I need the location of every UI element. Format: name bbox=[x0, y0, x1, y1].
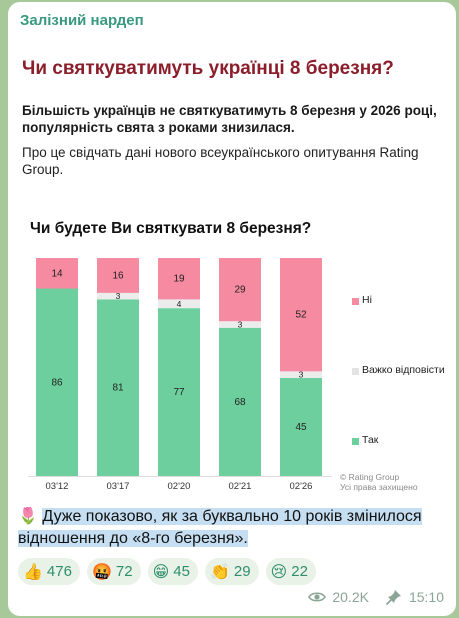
data-label-yes-3: 68 bbox=[234, 397, 246, 408]
data-label-yes-0: 86 bbox=[51, 377, 63, 388]
angry-face-icon: 🤬 bbox=[91, 563, 112, 581]
chart-title: Чи будете Ви святкувати 8 березня? bbox=[30, 220, 312, 237]
message-meta: 20.2K 15:10 bbox=[308, 586, 444, 608]
reaction-count: 29 bbox=[233, 563, 251, 580]
data-label-no-2: 19 bbox=[173, 274, 185, 285]
data-label-no-3: 29 bbox=[234, 285, 246, 296]
bar-no-2 bbox=[158, 258, 200, 300]
bar-no-3 bbox=[219, 258, 261, 322]
tulip-icon: 🌷 bbox=[18, 508, 38, 525]
legend-swatch-yes bbox=[352, 438, 359, 445]
infographic-card[interactable]: Чи святкуватимуть українці 8 березня? Бі… bbox=[10, 40, 454, 496]
grinning-face-icon: 😁 bbox=[152, 563, 170, 581]
card-lead: Більшість українців не святкуватимуть 8 … bbox=[22, 103, 437, 135]
data-label-hard-to-say-1: 3 bbox=[116, 291, 121, 301]
bar-yes-3 bbox=[219, 327, 261, 476]
bar-yes-4 bbox=[280, 377, 322, 476]
reaction-thumbs-up[interactable]: 👍 476 bbox=[18, 558, 80, 585]
reaction-clapping[interactable]: 👏 29 bbox=[204, 558, 259, 585]
card-source-text: Про це свідчать дані нового всеукраїнськ… bbox=[22, 145, 419, 177]
bar-yes-0 bbox=[36, 288, 78, 476]
card-title: Чи святкуватимуть українці 8 березня? bbox=[22, 58, 394, 79]
bar-hard-to-say-2 bbox=[158, 299, 200, 309]
copyright-notice: © Rating Group Усі права захищено bbox=[340, 472, 418, 492]
reactions-bar: 👍 476 🤬 72 😁 45 👏 29 😢 22 bbox=[18, 558, 316, 586]
data-label-yes-1: 81 bbox=[112, 383, 124, 394]
data-label-no-1: 16 bbox=[112, 270, 124, 281]
legend-swatch-no bbox=[352, 298, 359, 305]
copyright-line-1: © Rating Group bbox=[340, 472, 400, 482]
data-label-yes-4: 45 bbox=[295, 422, 307, 433]
bar-no-0 bbox=[36, 258, 78, 289]
legend-swatch-hard-to-say bbox=[352, 368, 359, 375]
message-caption: 🌷 Дуже показово, як за буквально 10 рокі… bbox=[18, 506, 448, 550]
data-label-no-4: 52 bbox=[295, 310, 307, 321]
x-tick-label-3: 02'21 bbox=[229, 481, 252, 492]
x-tick-label-4: 02'26 bbox=[290, 481, 313, 492]
data-label-no-0: 14 bbox=[51, 268, 63, 279]
x-tick-label-2: 02'20 bbox=[168, 481, 191, 492]
pin-icon[interactable] bbox=[385, 588, 403, 606]
crying-face-icon: 😢 bbox=[270, 563, 288, 581]
legend-label-yes: Так bbox=[362, 434, 379, 446]
stacked-bar-chart: 86 14 03'12 81 3 16 03'17 77 4 19 02'20 68 3 29 02'21 4… bbox=[28, 258, 332, 492]
data-label-hard-to-say-2: 4 bbox=[177, 299, 182, 309]
legend-label-no: Ні bbox=[362, 294, 372, 306]
reaction-crying[interactable]: 😢 22 bbox=[265, 558, 316, 585]
caption-text: Дуже показово, як за буквально 10 років … bbox=[18, 508, 422, 547]
reaction-count: 45 bbox=[173, 563, 190, 580]
x-tick-label-1: 03'17 bbox=[107, 481, 130, 492]
x-tick-label-0: 03'12 bbox=[46, 481, 69, 492]
copyright-line-2: Усі права захищено bbox=[340, 482, 418, 492]
eye-icon bbox=[308, 592, 327, 602]
channel-name[interactable]: Залізний нардеп bbox=[20, 12, 144, 29]
bar-no-4 bbox=[280, 258, 322, 372]
bar-yes-1 bbox=[97, 299, 139, 476]
reaction-count: 72 bbox=[115, 563, 133, 580]
message-time: 15:10 bbox=[408, 589, 444, 605]
reaction-count: 22 bbox=[291, 563, 308, 580]
reaction-grinning[interactable]: 😁 45 bbox=[147, 558, 198, 585]
bar-hard-to-say-4 bbox=[280, 371, 322, 378]
reaction-count: 476 bbox=[46, 563, 72, 580]
data-label-yes-2: 77 bbox=[173, 387, 185, 398]
data-label-hard-to-say-4: 3 bbox=[299, 370, 304, 380]
message-bubble: Залізний нардеп Чи святкуватимуть україн… bbox=[8, 2, 456, 616]
legend-label-hard-to-say: Важко відповісти bbox=[362, 364, 445, 376]
bar-yes-2 bbox=[158, 308, 200, 476]
bar-hard-to-say-1 bbox=[97, 292, 139, 300]
clapping-hands-icon: 👏 bbox=[209, 563, 230, 581]
reaction-angry[interactable]: 🤬 72 bbox=[86, 558, 141, 585]
thumbs-up-icon: 👍 bbox=[23, 563, 43, 581]
data-label-hard-to-say-3: 3 bbox=[238, 319, 243, 329]
bar-hard-to-say-3 bbox=[219, 321, 261, 328]
bar-no-1 bbox=[97, 258, 139, 293]
view-count: 20.2K bbox=[332, 589, 369, 605]
